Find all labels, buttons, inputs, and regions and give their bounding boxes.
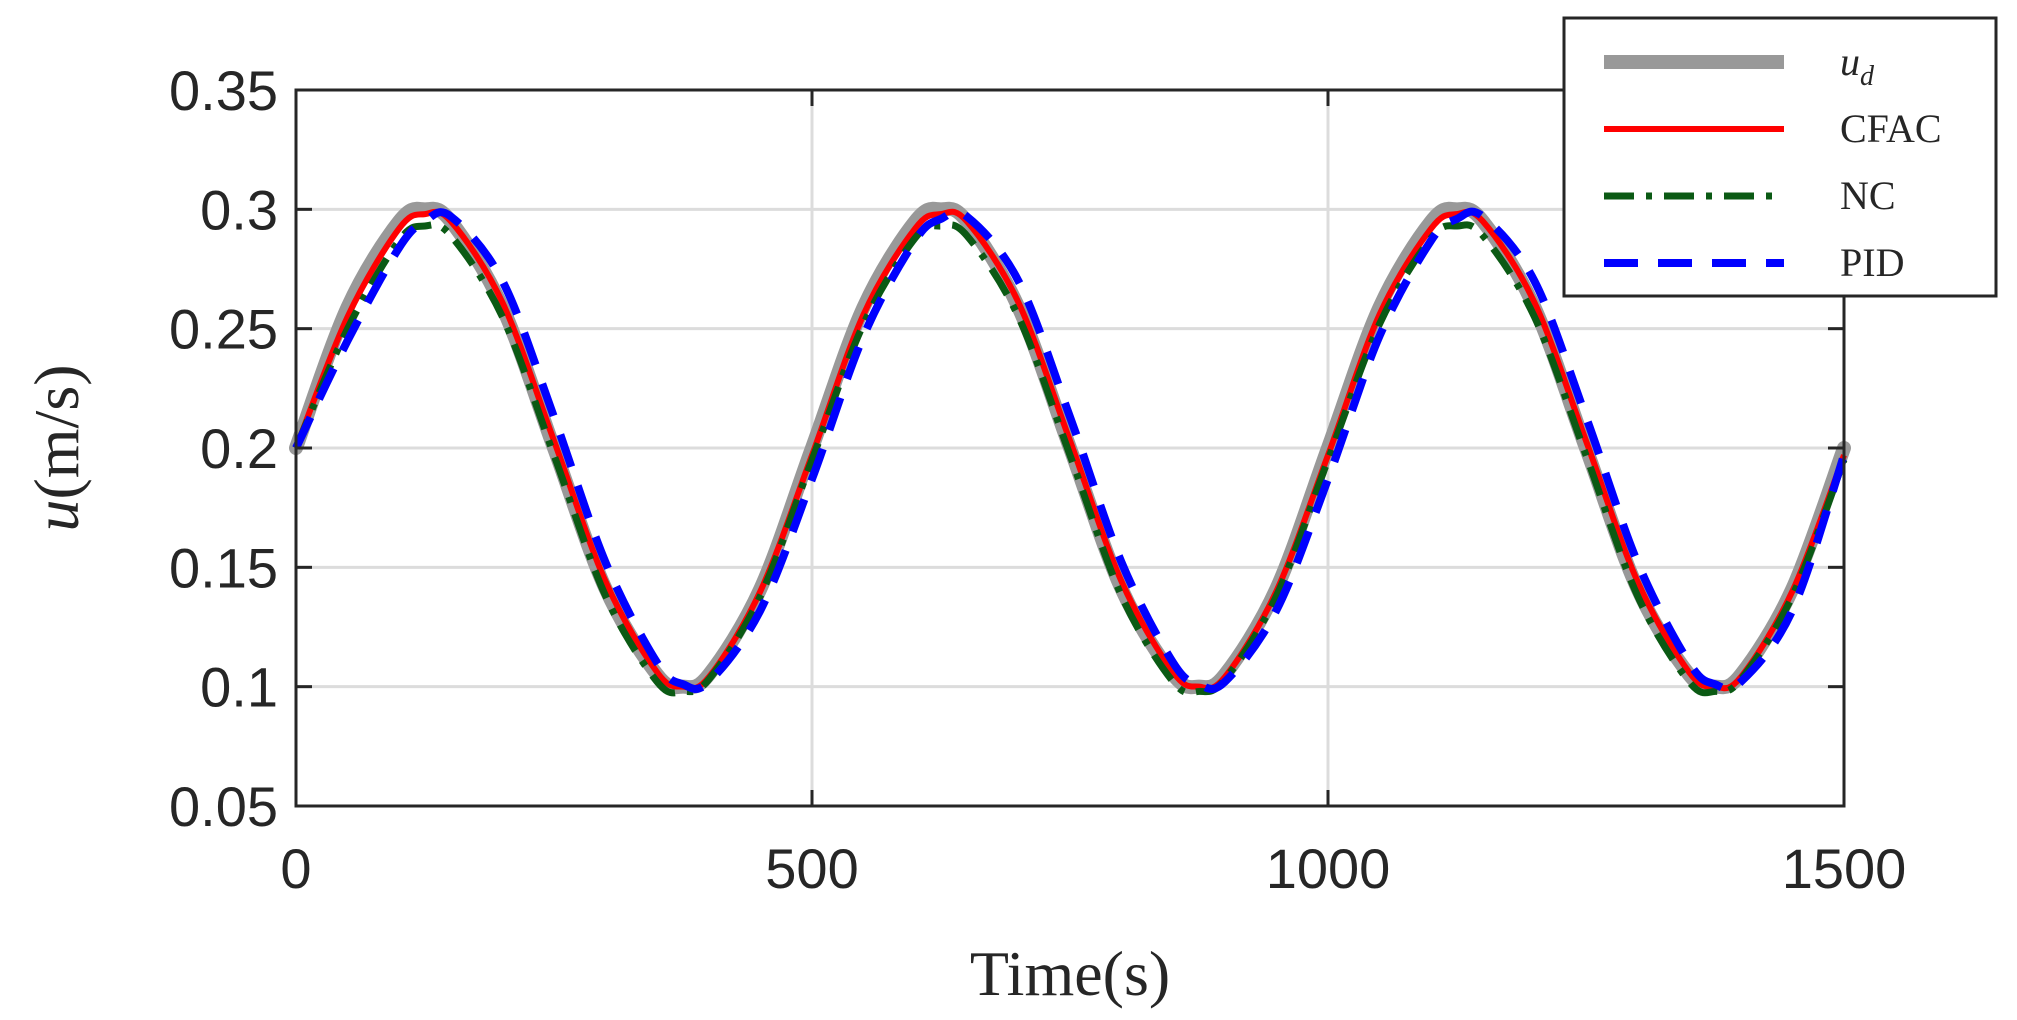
legend-label-1: CFAC [1840,106,1942,151]
series-line-1 [293,208,1847,692]
series-line-3 [292,207,1848,693]
legend-label-text: u [1840,39,1860,84]
series-layer [289,201,1851,697]
legend-label-0: ud [1840,39,1875,92]
y-tick-label: 0.1 [200,656,278,719]
legend-label-2: NC [1840,173,1896,218]
legend-label-text: CFAC [1840,106,1942,151]
y-tick-label: 0.05 [169,775,278,838]
tick-labels: 0 500 1000 1500 0.05 0.1 0.15 0.2 0.25 0.3 0.35 [169,59,1906,900]
x-axis-title: Time(s) [970,938,1170,1009]
series-line-2 [292,221,1848,697]
x-tick-label: 500 [765,837,858,900]
legend-label-text: NC [1840,173,1896,218]
y-axis-unit: (m/s) [21,364,92,499]
y-tick-label: 0.3 [200,178,278,241]
legend-label-subscript: d [1860,61,1875,92]
legend-items: ud CFAC NC PID [1604,39,1942,285]
y-axis-symbol: u [21,500,92,532]
legend-label-text: PID [1840,240,1904,285]
y-tick-label: 0.35 [169,59,278,122]
y-axis-title: u(m/s) [21,364,92,531]
x-tick-label: 1000 [1266,837,1391,900]
x-tick-label: 1500 [1782,837,1907,900]
y-tick-label: 0.15 [169,536,278,599]
legend-label-3: PID [1840,240,1904,285]
y-tick-label: 0.2 [200,417,278,480]
x-tick-label: 0 [280,837,311,900]
y-tick-label: 0.25 [169,298,278,361]
legend: ud CFAC NC PID [1562,16,1998,298]
